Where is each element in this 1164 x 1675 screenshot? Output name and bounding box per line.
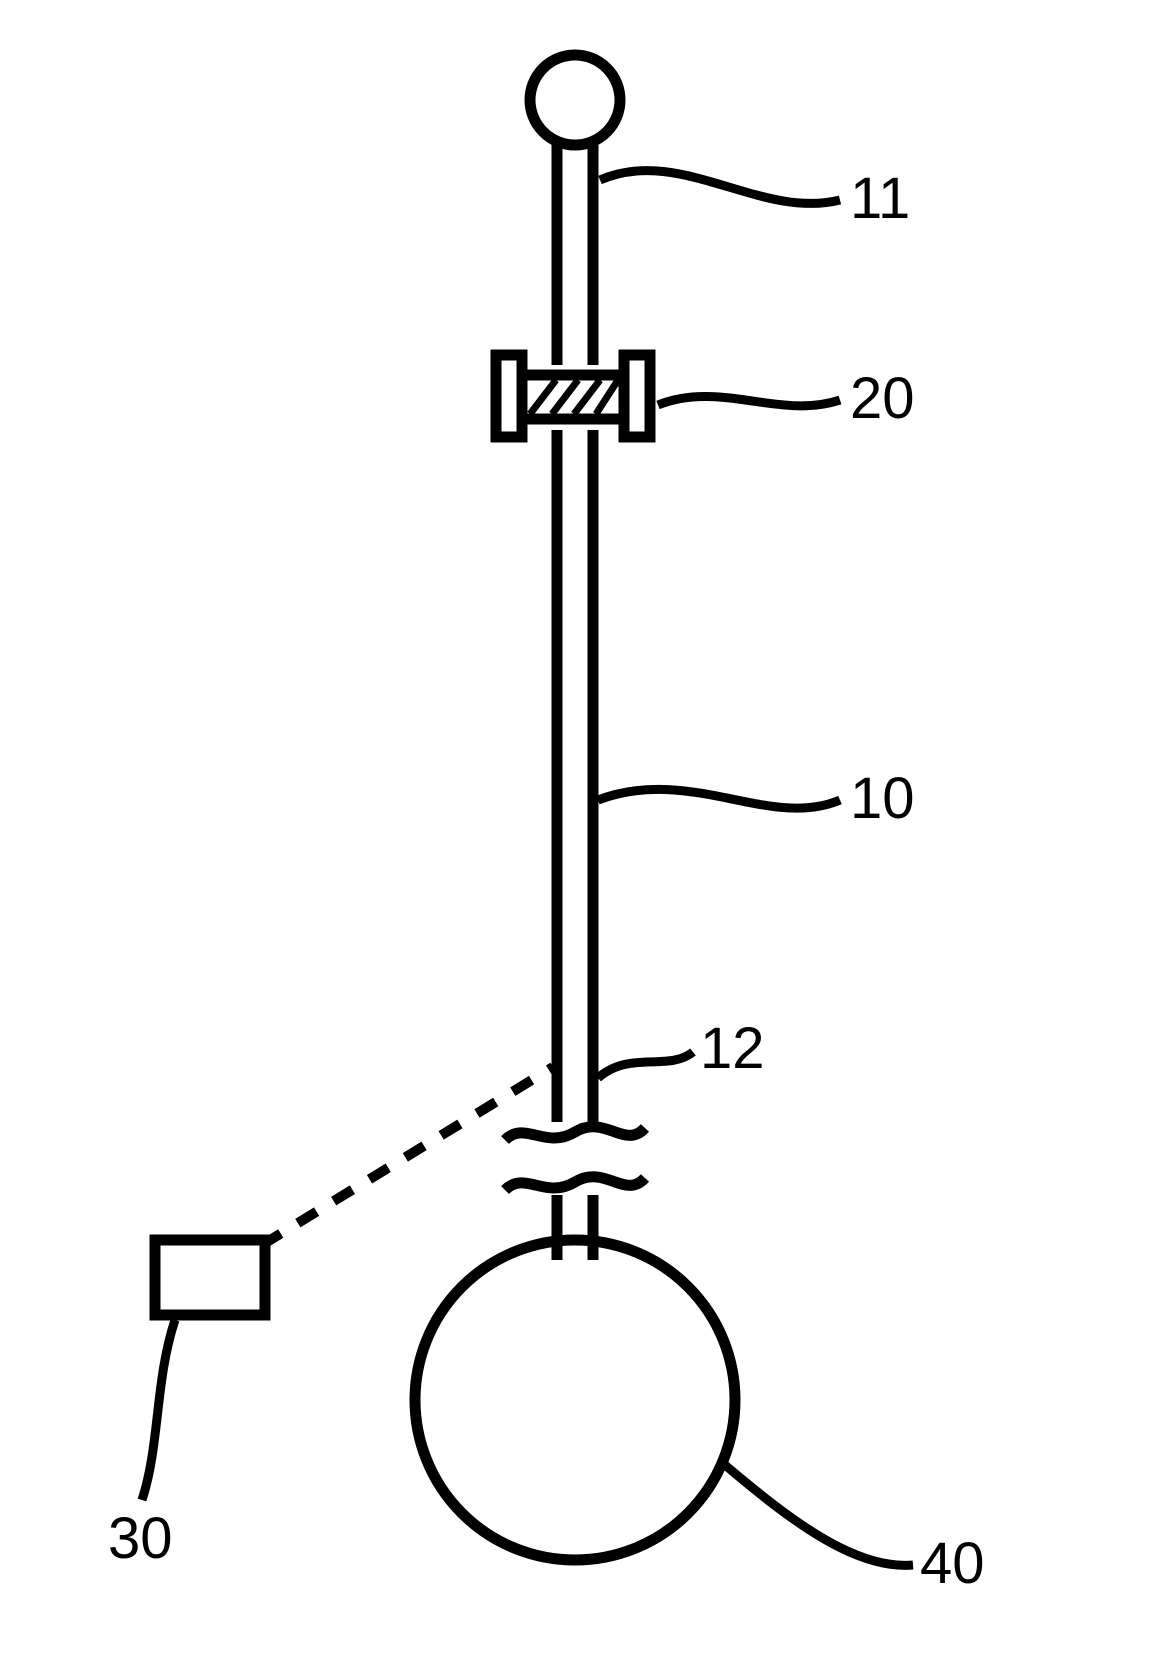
label-40: 40: [920, 1530, 985, 1597]
sensor-box: [155, 1240, 265, 1315]
diagram-svg: [0, 0, 1164, 1670]
break-mark-top: [505, 1127, 645, 1140]
leader-10: [598, 789, 840, 808]
label-10: 10: [850, 765, 915, 832]
leader-30: [142, 1320, 175, 1500]
break-mark-bottom: [505, 1177, 645, 1190]
label-20: 20: [850, 365, 915, 432]
leader-12: [598, 1052, 693, 1078]
leader-11: [600, 171, 840, 204]
label-11: 11: [850, 165, 910, 232]
bottom-bulb: [415, 1240, 735, 1560]
top-knob: [530, 55, 620, 145]
patent-diagram: 11 20 10 12 30 40: [0, 0, 1164, 1670]
label-12: 12: [700, 1015, 765, 1082]
leader-40: [725, 1465, 913, 1565]
leader-20: [658, 396, 840, 405]
label-30: 30: [108, 1505, 173, 1572]
sensor-beam: [262, 1067, 553, 1245]
